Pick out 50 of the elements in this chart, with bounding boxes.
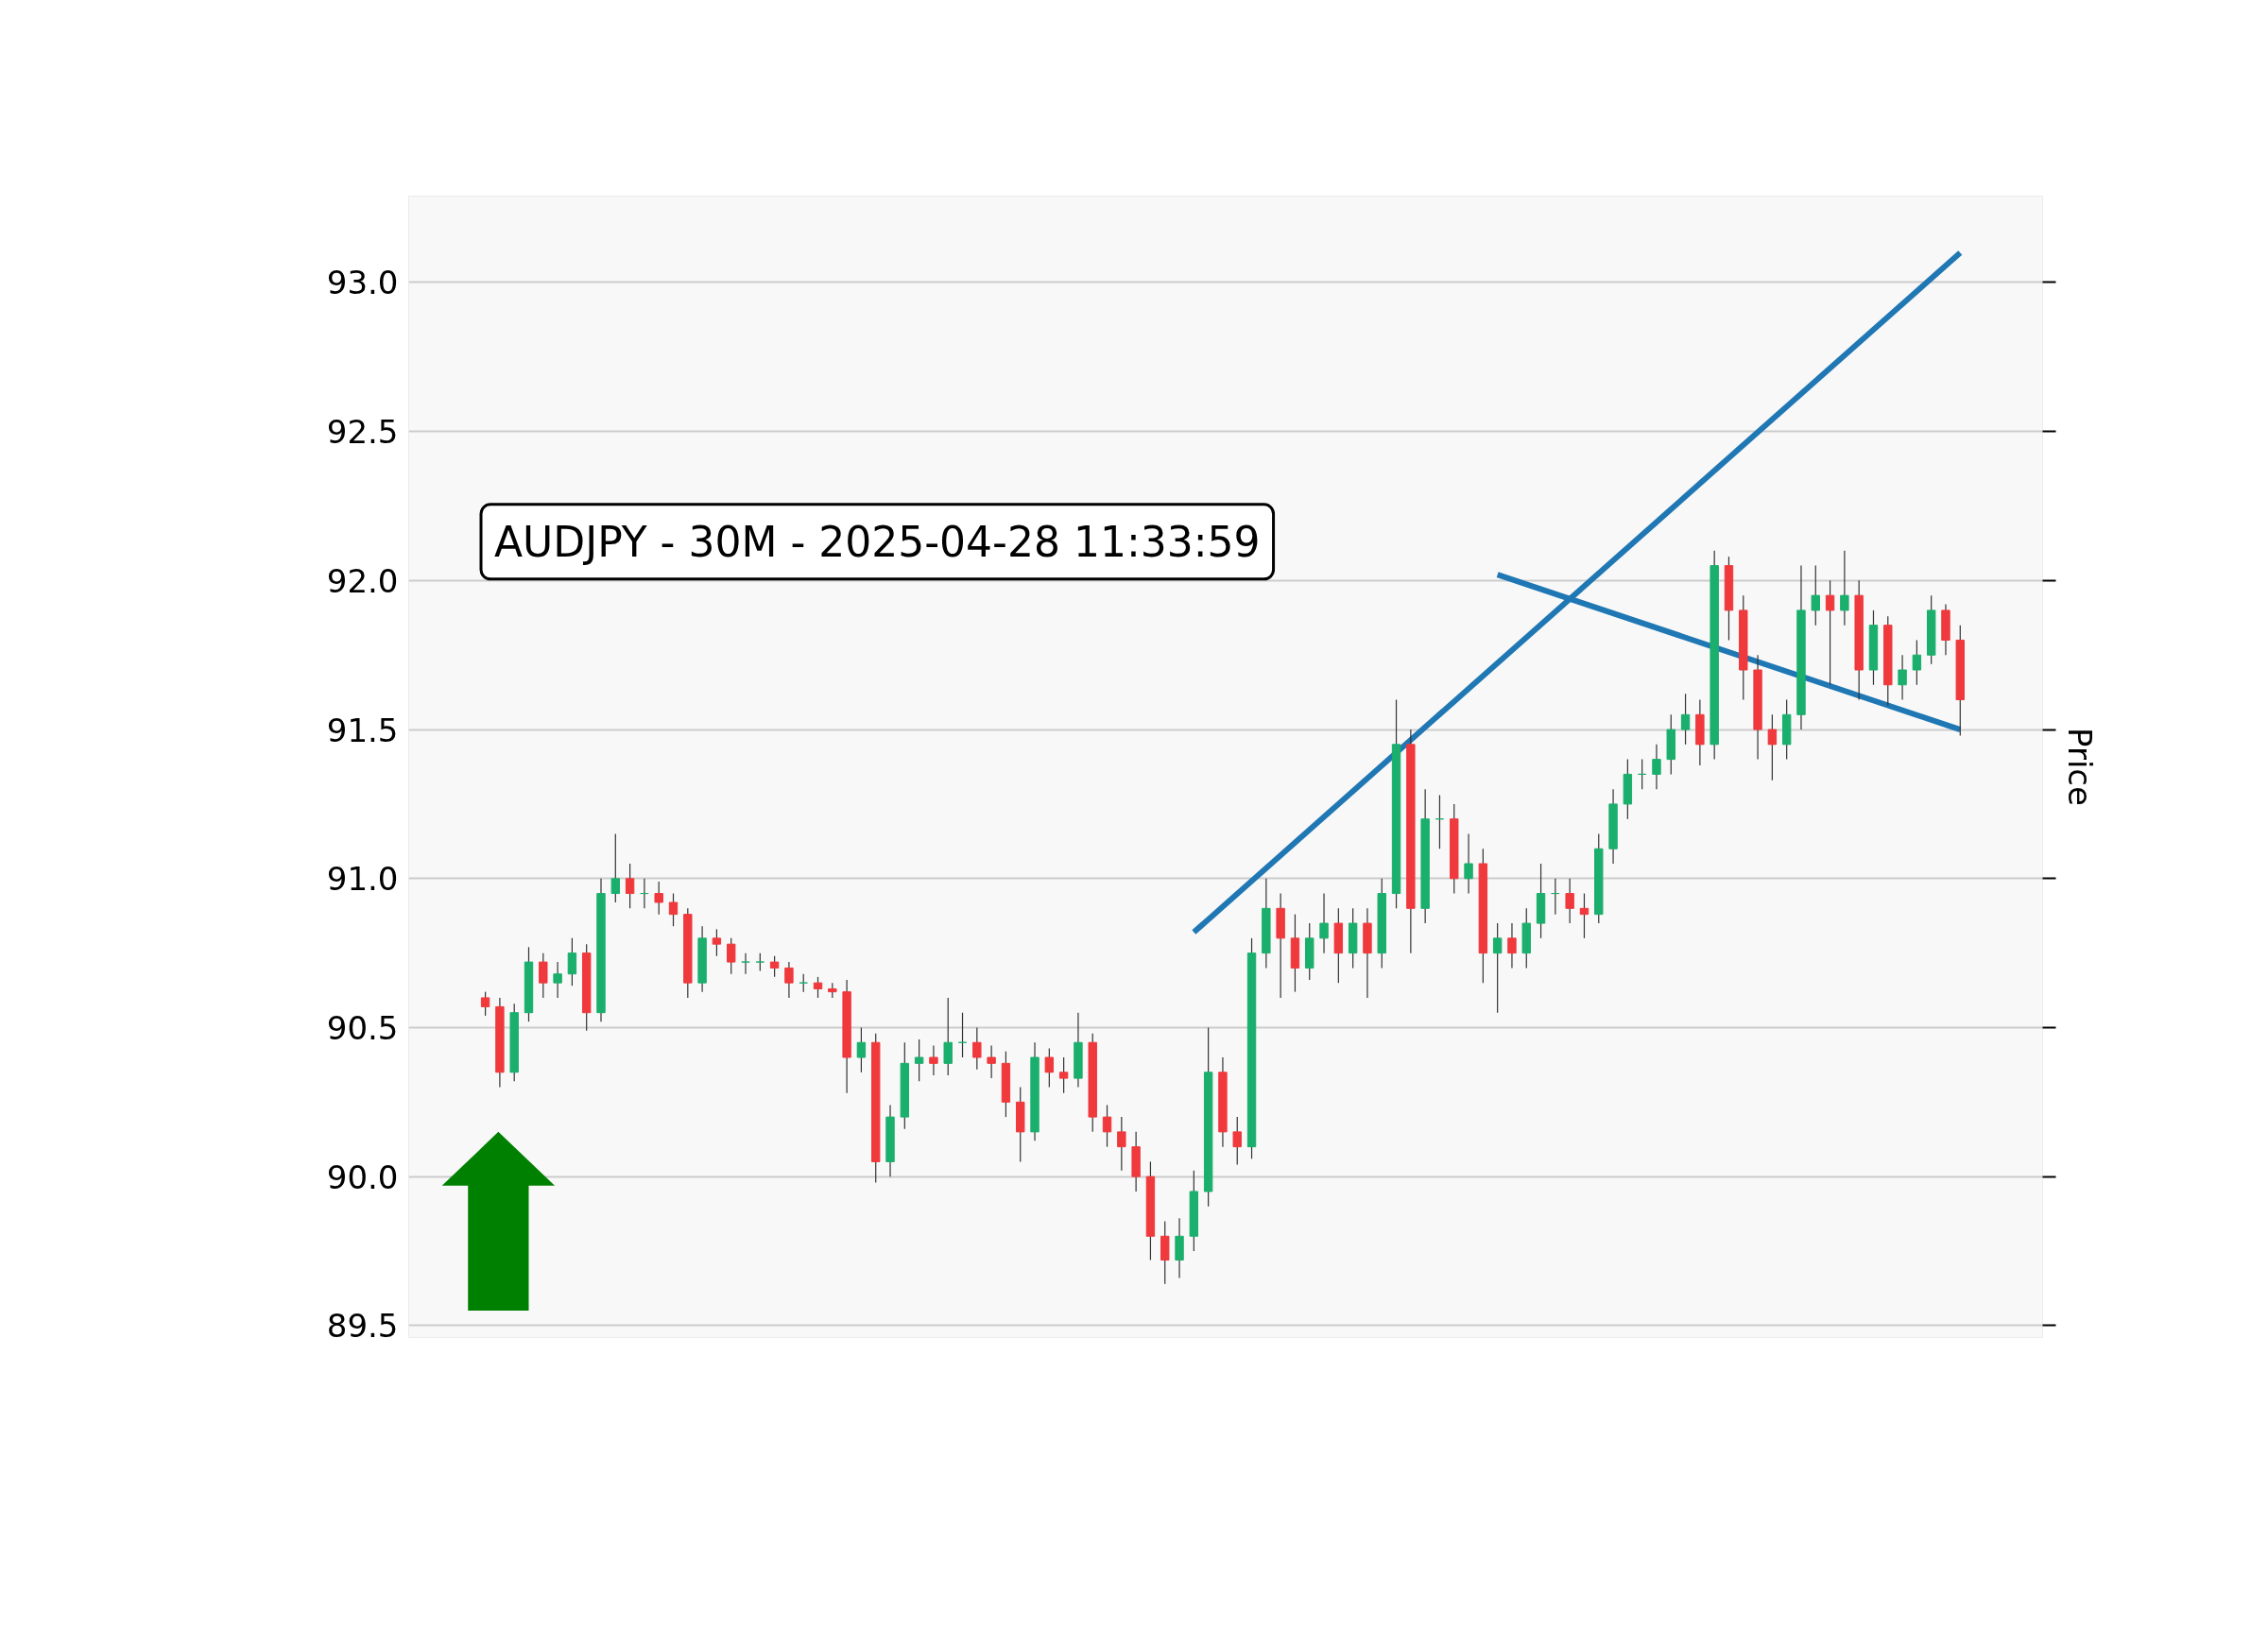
candlestick: [769, 955, 780, 978]
candlestick: [1912, 639, 1922, 686]
candlestick: [1767, 713, 1778, 781]
candlestick: [741, 952, 750, 975]
candlestick: [784, 961, 794, 999]
candlestick: [1825, 579, 1835, 686]
candlestick: [727, 937, 736, 975]
candlestick: [914, 1038, 924, 1082]
candlestick: [972, 1026, 982, 1071]
candlestick: [1464, 832, 1473, 895]
candlestick: [480, 991, 490, 1017]
candlestick: [1319, 892, 1329, 954]
candlestick: [943, 997, 953, 1076]
y-tick-label: 92.0: [326, 561, 399, 600]
y-tick-label: 91.0: [326, 860, 399, 899]
candlestick: [929, 1044, 938, 1076]
candlestick: [1565, 878, 1574, 924]
candlestick: [1492, 922, 1503, 1014]
y-tick-label: 92.5: [326, 413, 399, 452]
candlestick: [712, 928, 722, 957]
candlestick: [1044, 1047, 1055, 1089]
y-tick-label: 93.0: [326, 264, 399, 302]
y-tick-label: 90.0: [326, 1158, 399, 1196]
candlestick: [1652, 744, 1661, 790]
candlestick: [755, 952, 765, 972]
candlestick: [567, 937, 577, 987]
text: AUDJPY - 30M - 2025-04-28 11:33:59: [494, 517, 1261, 566]
candlestick: [553, 961, 562, 999]
candlestick: [1507, 922, 1517, 969]
candlestick: [1232, 1116, 1242, 1166]
candlestick: [1579, 892, 1589, 939]
candlestick: [1680, 693, 1691, 746]
candlestick: [625, 863, 635, 909]
y-tick-label: 89.5: [326, 1307, 399, 1346]
candlestick: [539, 952, 548, 999]
candlestick: [1117, 1116, 1126, 1172]
y-axis-title: Price: [2060, 728, 2099, 806]
candlestick: [1840, 550, 1849, 626]
candlestick: [668, 892, 679, 927]
candlestick: [856, 1026, 867, 1073]
y-tick-label: 91.5: [326, 711, 399, 749]
candlestick: [813, 976, 823, 999]
candlestick: [1811, 565, 1820, 626]
candlestick: [1898, 654, 1907, 701]
candlestick: [1102, 1104, 1112, 1148]
y-tick-label: 90.5: [326, 1008, 399, 1047]
candlestick: [654, 881, 663, 916]
candlestick: [987, 1044, 996, 1079]
candlestick: [1058, 1056, 1069, 1094]
candlestick: [610, 832, 621, 903]
